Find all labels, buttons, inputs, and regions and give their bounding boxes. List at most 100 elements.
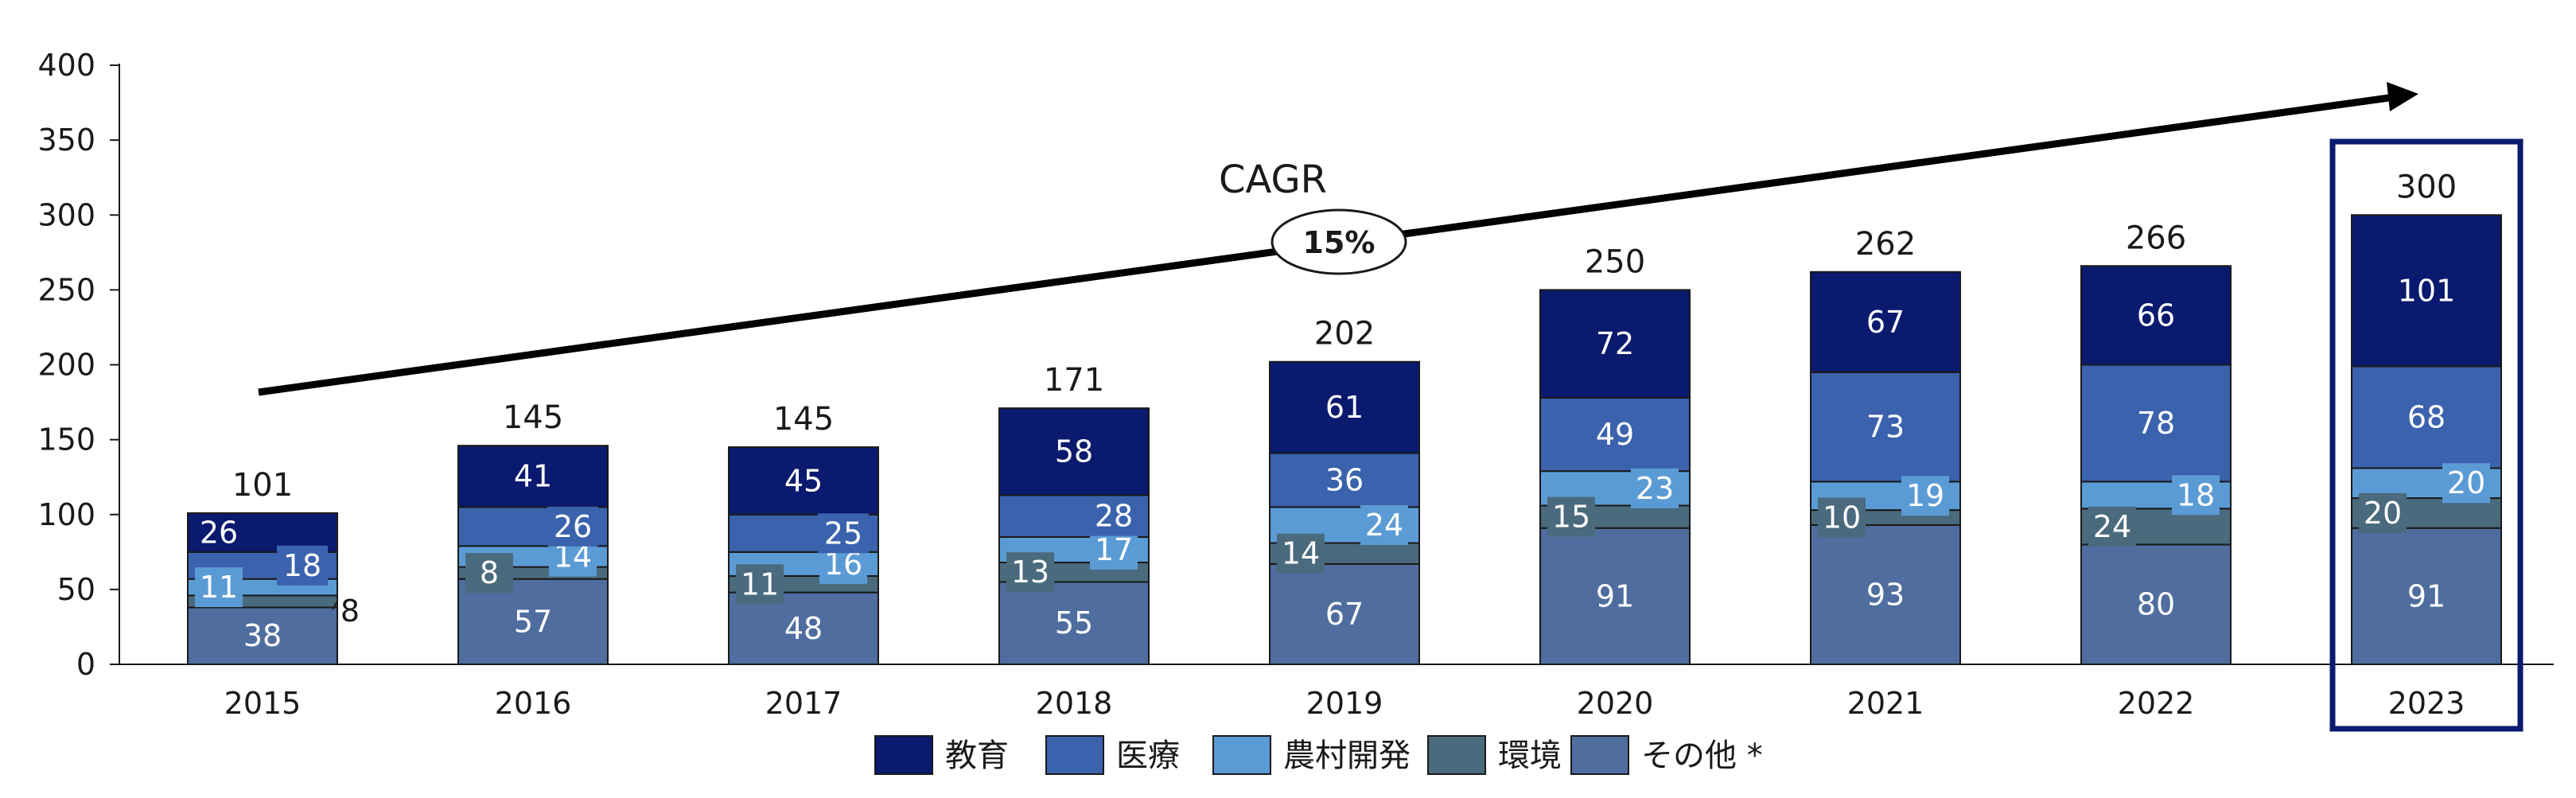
- data-label: 18: [2177, 477, 2215, 512]
- data-label-box: [1901, 476, 1949, 516]
- data-label-box: [2442, 463, 2490, 504]
- data-label: 26: [200, 515, 238, 550]
- data-label: 68: [2407, 399, 2446, 434]
- x-tick-label: 2020: [1577, 686, 1654, 721]
- x-tick-label: 2021: [1847, 686, 1924, 721]
- data-label: 28: [1095, 499, 1133, 534]
- bar-segment: [1810, 524, 1961, 665]
- legend-label: その他 *: [1641, 738, 1763, 774]
- data-label-box: [818, 513, 869, 554]
- x-tick-label: 2016: [495, 686, 572, 721]
- data-label-box: [1818, 497, 1866, 538]
- bars: [187, 214, 2502, 666]
- data-label: 49: [1596, 417, 1634, 452]
- data-label: 18: [283, 548, 321, 583]
- bar-segment: [2080, 265, 2232, 366]
- data-label-box: [465, 553, 513, 594]
- y-tick-label: 50: [57, 572, 95, 607]
- data-label: 91: [1596, 578, 1634, 613]
- y-tick-label: 0: [76, 647, 95, 682]
- y-tick-label: 350: [37, 123, 95, 158]
- data-label: 45: [784, 463, 823, 498]
- y-tick-label: 400: [37, 48, 95, 83]
- data-label: 91: [2407, 578, 2446, 613]
- y-tick-label: 150: [37, 422, 95, 457]
- legend-label: 環境: [1498, 738, 1562, 774]
- data-label: 17: [1095, 532, 1133, 567]
- data-label: 10: [1823, 500, 1861, 535]
- data-label: 73: [1866, 410, 1905, 445]
- legend-swatch: [1427, 735, 1486, 775]
- bar-segment: [187, 606, 338, 666]
- data-label-box: [1006, 552, 1054, 593]
- data-label: 8: [340, 594, 360, 629]
- bar-segment: [1539, 289, 1691, 399]
- legend-swatch: [874, 735, 933, 775]
- bar-segment: [1269, 360, 1420, 454]
- data-label: 15: [1552, 500, 1590, 535]
- data-label: 55: [1055, 605, 1093, 640]
- data-label: 36: [1325, 462, 1364, 497]
- data-label: 25: [824, 516, 862, 551]
- data-label: 48: [784, 611, 823, 646]
- bar-segment: [457, 445, 609, 508]
- data-label: 80: [2137, 587, 2175, 622]
- data-label-box: [1360, 504, 1408, 545]
- legend-swatch: [1045, 735, 1104, 775]
- data-label-box: [1277, 533, 1325, 574]
- bar-segment: [1539, 527, 1691, 665]
- y-tick-label: 250: [37, 272, 95, 307]
- y-tick-label: 200: [37, 348, 95, 383]
- total-label: 145: [773, 401, 834, 438]
- total-label: 202: [1314, 316, 1375, 352]
- total-label: 145: [503, 399, 563, 436]
- data-label: 11: [200, 570, 238, 605]
- data-label: 66: [2137, 298, 2175, 333]
- data-label-box: [1090, 529, 1138, 570]
- bar-segment: [2080, 543, 2232, 666]
- data-label: 14: [1282, 536, 1320, 571]
- data-label: 19: [1906, 478, 1944, 513]
- total-label: 300: [2396, 169, 2457, 205]
- bar-segment: [2080, 364, 2232, 483]
- total-label: 262: [1855, 226, 1916, 263]
- data-label: 67: [1325, 597, 1364, 632]
- total-label: 171: [1044, 362, 1104, 399]
- data-label-box: [1547, 496, 1595, 537]
- data-label-box: [195, 567, 243, 608]
- bar-segment: [2351, 214, 2502, 368]
- data-label-box: [1631, 468, 1679, 508]
- data-label: 24: [1365, 508, 1403, 543]
- total-label: 101: [232, 467, 293, 504]
- data-label: 8: [480, 555, 499, 590]
- data-label: 72: [1596, 326, 1634, 361]
- y-tick-label: 300: [37, 197, 95, 232]
- data-label: 38: [243, 618, 282, 653]
- x-tick-label: 2018: [1036, 686, 1113, 721]
- data-label-box: [547, 506, 598, 547]
- x-tick-label: 2015: [224, 686, 302, 721]
- data-label-box: [2172, 475, 2220, 516]
- bar-segment: [2351, 365, 2502, 469]
- total-label: 250: [1585, 243, 1645, 280]
- data-label-box: [277, 545, 328, 586]
- data-label: 58: [1055, 434, 1093, 469]
- bar-segment: [998, 581, 1150, 666]
- data-label-box: [1088, 496, 1139, 536]
- x-tick-label: 2019: [1306, 686, 1383, 721]
- x-tick-label: 2022: [2118, 686, 2195, 721]
- bar-segment: [728, 446, 879, 516]
- data-label: 57: [514, 604, 552, 639]
- data-label: 101: [2398, 273, 2456, 308]
- arrow-head-icon: [2387, 82, 2418, 111]
- x-tick-label: 2017: [765, 686, 842, 721]
- bar-segment: [457, 578, 609, 666]
- legend-swatch: [1570, 735, 1629, 775]
- data-label: 61: [1325, 390, 1364, 425]
- legend-swatch: [1212, 735, 1271, 775]
- data-label: 26: [554, 509, 592, 544]
- cagr-bubble: [1270, 208, 1407, 275]
- data-label-box: [2359, 492, 2407, 533]
